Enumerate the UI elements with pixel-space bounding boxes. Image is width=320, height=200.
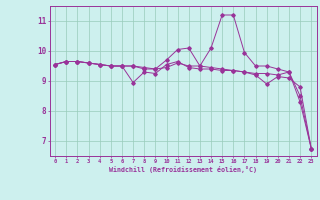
X-axis label: Windchill (Refroidissement éolien,°C): Windchill (Refroidissement éolien,°C) [109,166,257,173]
